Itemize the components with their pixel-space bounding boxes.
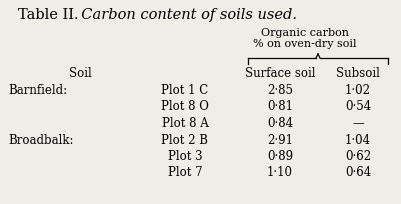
- Text: 1·10: 1·10: [266, 166, 292, 180]
- Text: 0·81: 0·81: [266, 101, 292, 113]
- Text: 1·04: 1·04: [344, 133, 370, 146]
- Text: 2·91: 2·91: [266, 133, 292, 146]
- Text: Barnfield:: Barnfield:: [8, 84, 67, 97]
- Text: 0·64: 0·64: [344, 166, 370, 180]
- Text: Plot 2 B: Plot 2 B: [161, 133, 208, 146]
- Text: —: —: [351, 117, 363, 130]
- Text: Carbon content of soils used.: Carbon content of soils used.: [72, 8, 296, 22]
- Text: 2·85: 2·85: [266, 84, 292, 97]
- Text: 0·89: 0·89: [266, 150, 292, 163]
- Text: 1·02: 1·02: [344, 84, 370, 97]
- Text: 0·54: 0·54: [344, 101, 370, 113]
- Text: Surface soil: Surface soil: [244, 67, 314, 80]
- Text: Plot 8 A: Plot 8 A: [161, 117, 208, 130]
- Text: 0·84: 0·84: [266, 117, 292, 130]
- Text: Broadbalk:: Broadbalk:: [8, 133, 73, 146]
- Text: % on oven-dry soil: % on oven-dry soil: [253, 39, 356, 49]
- Text: 0·62: 0·62: [344, 150, 370, 163]
- Text: Soil: Soil: [69, 67, 91, 80]
- Text: Plot 1 C: Plot 1 C: [161, 84, 208, 97]
- Text: Plot 3: Plot 3: [167, 150, 202, 163]
- Text: Plot 7: Plot 7: [167, 166, 202, 180]
- Text: Plot 8 O: Plot 8 O: [161, 101, 209, 113]
- Text: Table II.: Table II.: [18, 8, 79, 22]
- Text: Subsoil: Subsoil: [335, 67, 379, 80]
- Text: Organic carbon: Organic carbon: [260, 28, 348, 38]
